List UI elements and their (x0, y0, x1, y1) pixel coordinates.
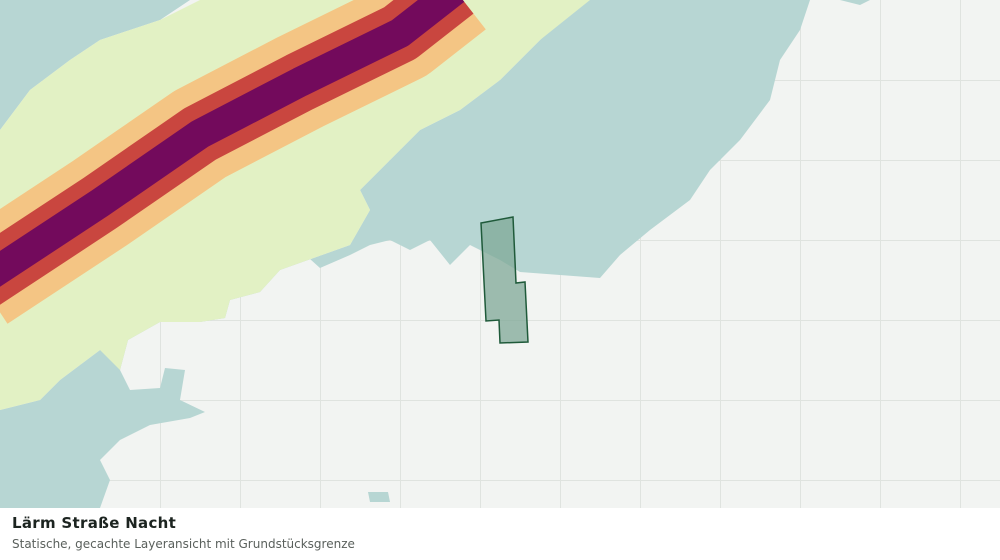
map-layers (0, 0, 1000, 508)
noise-zone-extreme (0, 0, 465, 287)
noise-zone-low (0, 0, 870, 508)
map-title: Lärm Straße Nacht (12, 514, 177, 532)
caption: Lärm Straße Nacht Statische, gecachte La… (0, 508, 1000, 560)
parcel-boundary[interactable] (480, 216, 529, 344)
map-view (0, 0, 1000, 508)
noise-zone-medium (0, 0, 590, 410)
map-subtitle: Statische, gecachte Layeransicht mit Gru… (12, 537, 355, 551)
